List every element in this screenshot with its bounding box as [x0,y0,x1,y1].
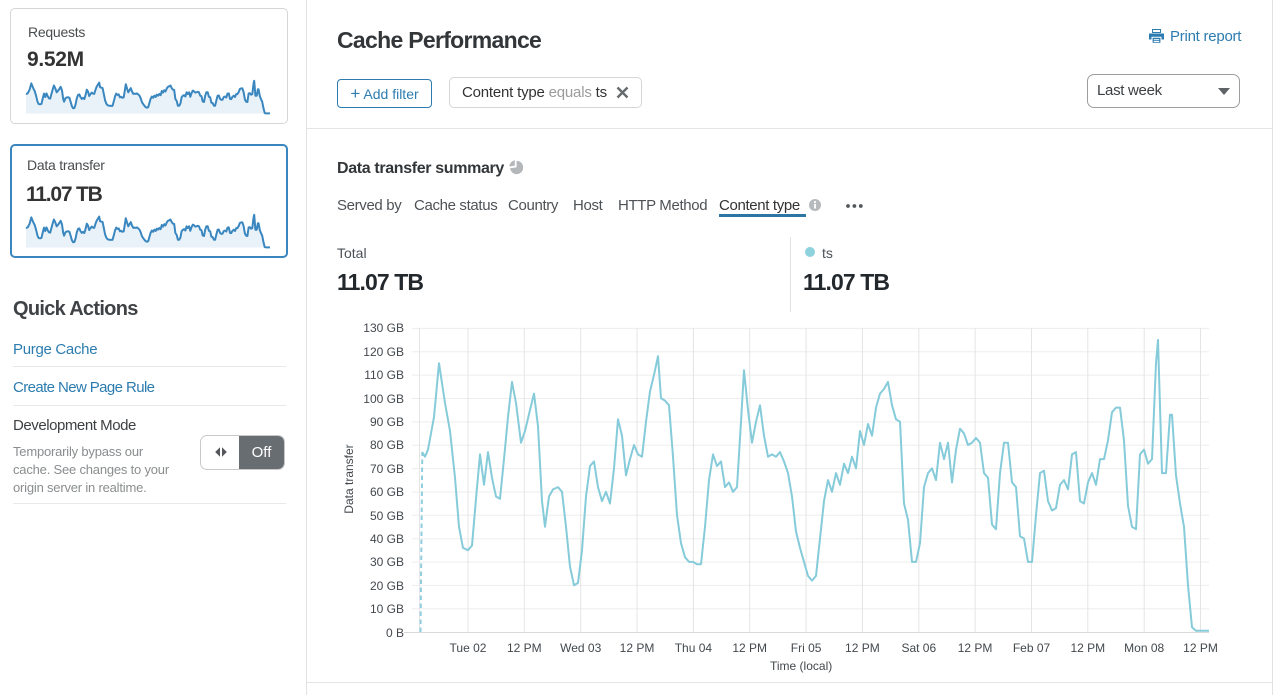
svg-text:130 GB: 130 GB [363,321,404,335]
svg-text:Wed 03: Wed 03 [560,641,601,655]
svg-text:Tue 02: Tue 02 [450,641,487,655]
svg-text:0 B: 0 B [386,626,404,640]
svg-text:Fri 05: Fri 05 [791,641,822,655]
svg-text:120 GB: 120 GB [363,345,404,359]
svg-text:70 GB: 70 GB [370,462,404,476]
svg-text:Feb 07: Feb 07 [1013,641,1051,655]
svg-text:12 PM: 12 PM [1070,641,1105,655]
svg-text:40 GB: 40 GB [370,532,404,546]
svg-text:60 GB: 60 GB [370,485,404,499]
svg-text:80 GB: 80 GB [370,438,404,452]
svg-text:100 GB: 100 GB [363,392,404,406]
svg-text:Thu 04: Thu 04 [675,641,713,655]
svg-text:12 PM: 12 PM [1183,641,1218,655]
svg-text:Mon 08: Mon 08 [1124,641,1164,655]
svg-text:90 GB: 90 GB [370,415,404,429]
svg-text:12 PM: 12 PM [958,641,993,655]
svg-text:12 PM: 12 PM [620,641,655,655]
svg-text:12 PM: 12 PM [507,641,542,655]
svg-text:20 GB: 20 GB [370,579,404,593]
svg-text:12 PM: 12 PM [845,641,880,655]
svg-text:30 GB: 30 GB [370,555,404,569]
svg-text:Sat 06: Sat 06 [901,641,936,655]
svg-text:110 GB: 110 GB [364,368,404,382]
svg-text:10 GB: 10 GB [370,602,404,616]
svg-text:50 GB: 50 GB [370,509,404,523]
svg-text:12 PM: 12 PM [732,641,767,655]
